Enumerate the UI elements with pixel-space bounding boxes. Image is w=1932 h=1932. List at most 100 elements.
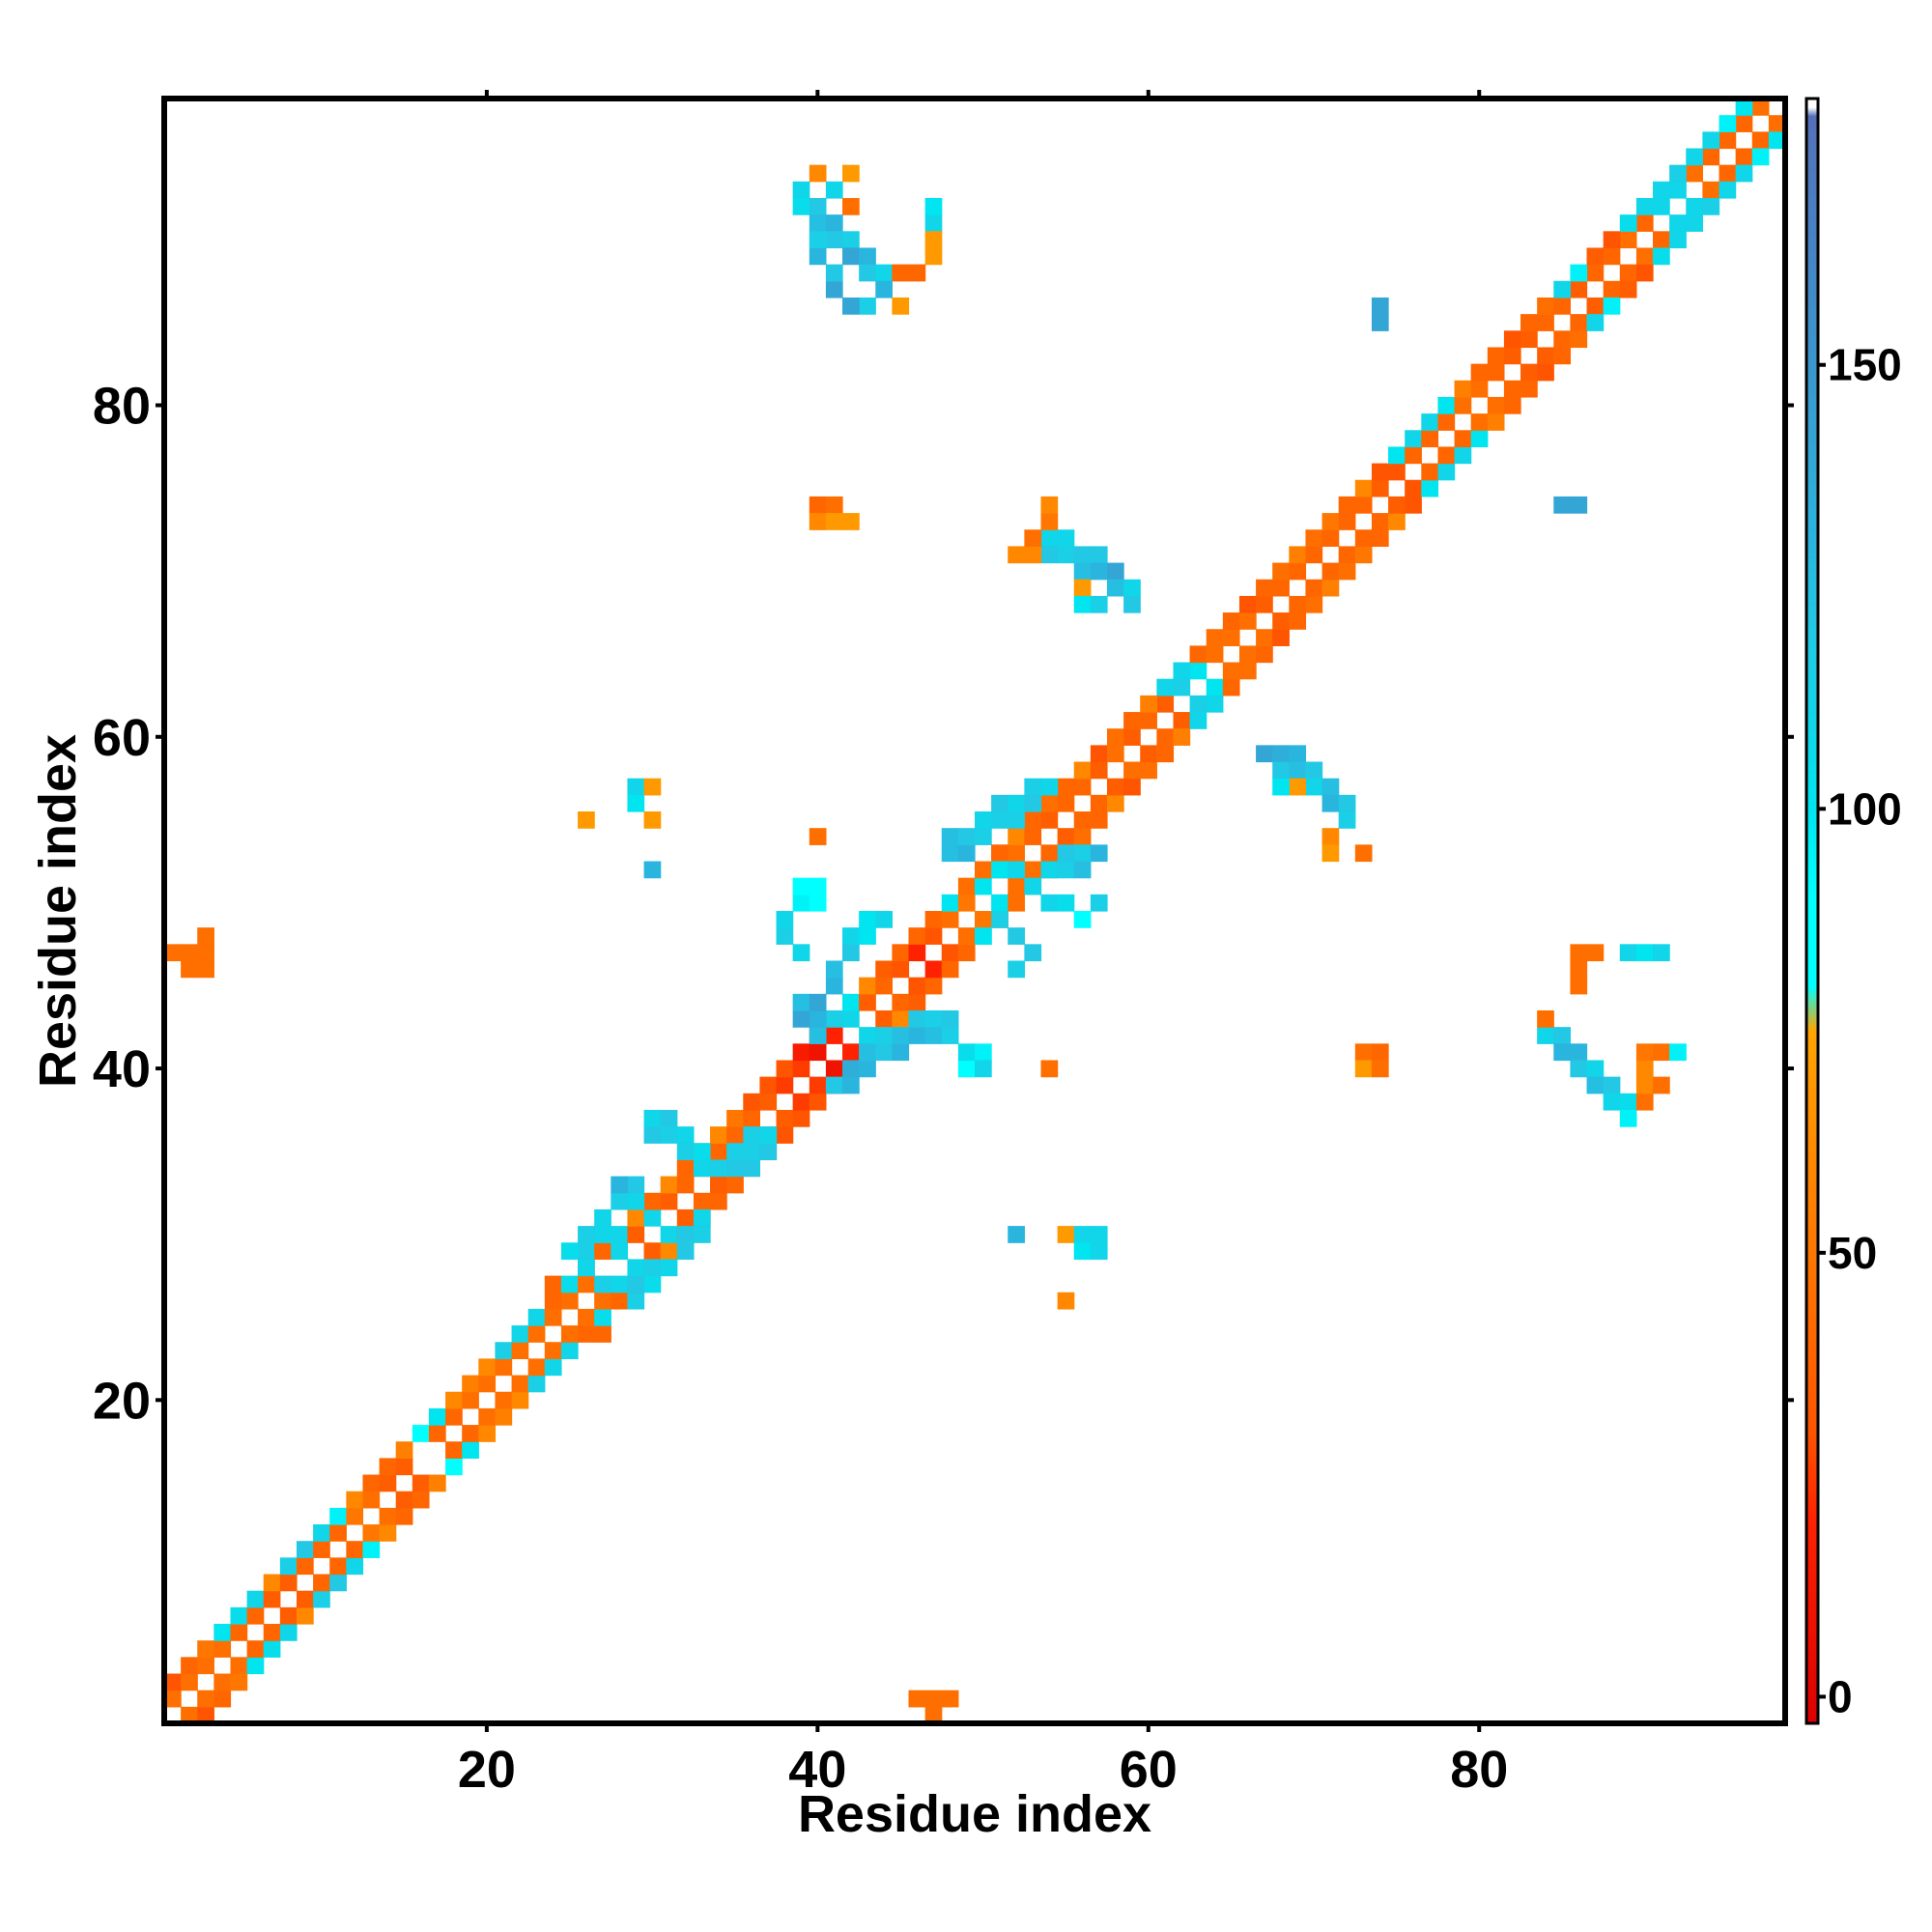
heatmap-cell xyxy=(560,1242,579,1261)
y-tick-label: 60 xyxy=(93,709,151,767)
heatmap-cell xyxy=(329,1557,347,1576)
x-tick-label: 80 xyxy=(1450,1741,1508,1799)
heatmap-cell xyxy=(560,1342,579,1359)
heatmap-cell xyxy=(578,1275,595,1293)
heatmap-cell xyxy=(1768,131,1786,150)
heatmap-cell xyxy=(776,927,794,945)
heatmap-cell xyxy=(1371,513,1389,530)
heatmap-cell xyxy=(594,1208,611,1227)
heatmap-cell xyxy=(1388,463,1406,481)
heatmap-cell xyxy=(908,1690,926,1708)
heatmap-cell xyxy=(1653,231,1670,249)
heatmap-cell xyxy=(594,1325,611,1343)
heatmap-cell xyxy=(1040,844,1059,863)
heatmap-cell xyxy=(412,1425,430,1442)
heatmap-cell xyxy=(164,1673,182,1691)
heatmap-cell xyxy=(1057,844,1075,863)
heatmap-cell xyxy=(1338,794,1356,812)
heatmap-cell xyxy=(313,1574,330,1592)
heatmap-cell xyxy=(859,911,876,928)
axis-ticks: 20 40 60 80 20 40 60 80 xyxy=(93,90,1794,1799)
heatmap-cell xyxy=(1238,662,1257,680)
heatmap-cell xyxy=(1123,712,1141,729)
heatmap-cell xyxy=(908,944,926,962)
heatmap-cell xyxy=(1487,413,1505,431)
heatmap-cell xyxy=(924,1690,943,1708)
heatmap-cell xyxy=(825,280,843,298)
heatmap-cell xyxy=(213,1640,232,1658)
heatmap-cell xyxy=(1520,314,1538,331)
heatmap-cell xyxy=(924,977,943,995)
heatmap-cell xyxy=(1537,1027,1554,1044)
heatmap-cell xyxy=(428,1407,446,1426)
heatmap-cell xyxy=(991,894,1009,912)
heatmap-cell xyxy=(1437,463,1456,481)
heatmap-cell xyxy=(611,1275,629,1293)
heatmap-cell xyxy=(1653,1043,1670,1062)
heatmap-cell xyxy=(892,993,910,1011)
heatmap-cell xyxy=(825,231,843,249)
heatmap-cell xyxy=(710,1192,727,1210)
heatmap-cell xyxy=(560,1325,579,1343)
heatmap-cell xyxy=(1073,579,1092,597)
heatmap-cell xyxy=(809,247,827,266)
heatmap-cell xyxy=(1635,1043,1654,1062)
heatmap-cell xyxy=(1090,794,1108,812)
heatmap-cell xyxy=(1603,231,1621,249)
heatmap-cell xyxy=(1321,529,1340,547)
heatmap-cell xyxy=(1256,645,1273,664)
heatmap-cell xyxy=(1735,115,1753,132)
heatmap-cell xyxy=(693,1143,711,1161)
heatmap-cell xyxy=(1553,496,1572,514)
heatmap-cell xyxy=(181,1706,198,1724)
heatmap-cell xyxy=(313,1590,330,1608)
heatmap-cell xyxy=(1123,728,1141,746)
heatmap-cell xyxy=(197,960,214,979)
heatmap-cell xyxy=(578,1308,595,1326)
heatmap-cell xyxy=(1702,197,1720,215)
heatmap-cell xyxy=(1057,828,1075,845)
heatmap-cell xyxy=(792,1009,810,1028)
heatmap-cell xyxy=(1537,363,1554,382)
heatmap-cell xyxy=(412,1474,430,1492)
heatmap-cell xyxy=(296,1541,314,1558)
heatmap-cell xyxy=(1421,413,1439,431)
heatmap-cell xyxy=(1619,1093,1637,1111)
heatmap-cell xyxy=(1570,1060,1588,1078)
heatmap-cell xyxy=(924,231,943,249)
heatmap-cell xyxy=(1619,1109,1637,1127)
heatmap-cell xyxy=(213,1673,232,1691)
heatmap-cell xyxy=(660,1259,678,1277)
heatmap-cell xyxy=(1106,562,1124,581)
heatmap-cell xyxy=(263,1590,281,1608)
heatmap-cell xyxy=(1470,380,1489,398)
heatmap-cell xyxy=(859,1043,876,1062)
heatmap-cell xyxy=(809,1043,827,1062)
heatmap-cell xyxy=(710,1143,727,1161)
heatmap-cell xyxy=(726,1176,744,1194)
heatmap-cell xyxy=(710,1176,727,1194)
heatmap-cell xyxy=(892,1027,910,1044)
heatmap-cell xyxy=(875,977,893,995)
heatmap-cell xyxy=(1206,629,1224,646)
heatmap-cell xyxy=(1686,164,1703,183)
heatmap-cell xyxy=(379,1507,397,1525)
heatmap-cell xyxy=(991,911,1009,928)
heatmap-cell xyxy=(1553,1043,1572,1062)
heatmap-cell xyxy=(445,1391,463,1409)
heatmap-cell xyxy=(842,297,860,315)
heatmap-cell xyxy=(776,911,794,928)
heatmap-cell xyxy=(1338,811,1356,829)
heatmap-cell xyxy=(1553,330,1572,349)
heatmap-cell xyxy=(478,1358,497,1377)
heatmap-cell xyxy=(1256,579,1273,597)
heatmap-cell xyxy=(643,861,662,879)
heatmap-cell xyxy=(957,927,976,945)
heatmap-cell xyxy=(908,993,926,1011)
heatmap-cell xyxy=(1057,861,1075,879)
heatmap-cell xyxy=(1156,695,1175,713)
heatmap-cell xyxy=(660,1176,678,1194)
heatmap-cell xyxy=(1090,1242,1108,1261)
heatmap-cell xyxy=(842,944,860,962)
heatmap-cell xyxy=(1437,413,1456,431)
